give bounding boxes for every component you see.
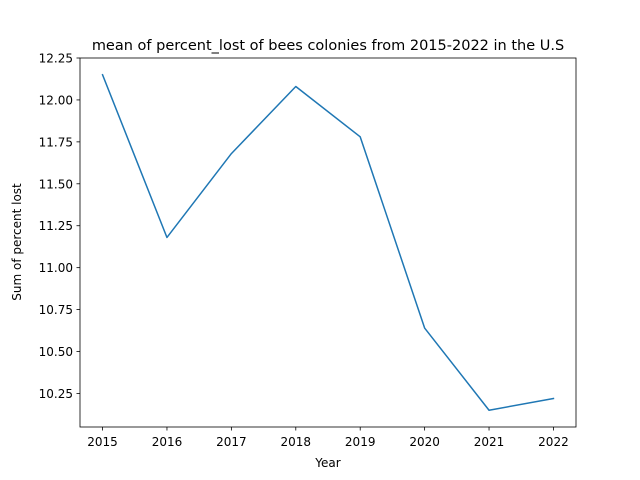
x-tick-label: 2019 (345, 435, 376, 449)
y-tick-label: 11.25 (39, 219, 73, 233)
x-tick-label: 2018 (281, 435, 312, 449)
y-tick-label: 11.00 (39, 261, 73, 275)
y-tick-label: 10.50 (39, 345, 73, 359)
x-tick-label: 2022 (538, 435, 569, 449)
y-axis-label: Sum of percent lost (10, 183, 24, 301)
y-tick-label: 10.25 (39, 387, 73, 401)
x-tick-label: 2015 (87, 435, 118, 449)
plot-area-frame (79, 57, 577, 428)
chart-title: mean of percent_lost of bees colonies fr… (92, 38, 564, 54)
x-axis: 2015 2016 2017 2018 2019 2020 2021 2022 (87, 427, 569, 449)
y-axis: 10.25 10.50 10.75 11.00 11.25 11.50 11.75 12.00… (39, 52, 80, 401)
series-line (101, 73, 555, 411)
y-tick-label: 10.75 (39, 303, 73, 317)
x-tick-label: 2021 (474, 435, 505, 449)
y-tick-label: 12.25 (39, 52, 73, 66)
y-tick-label: 11.75 (39, 135, 73, 149)
x-tick-label: 2020 (409, 435, 440, 449)
x-tick-label: 2016 (152, 435, 183, 449)
x-axis-label: Year (314, 456, 340, 470)
y-tick-label: 12.00 (39, 93, 73, 107)
x-tick-label: 2017 (216, 435, 247, 449)
y-tick-label: 11.50 (39, 177, 73, 191)
